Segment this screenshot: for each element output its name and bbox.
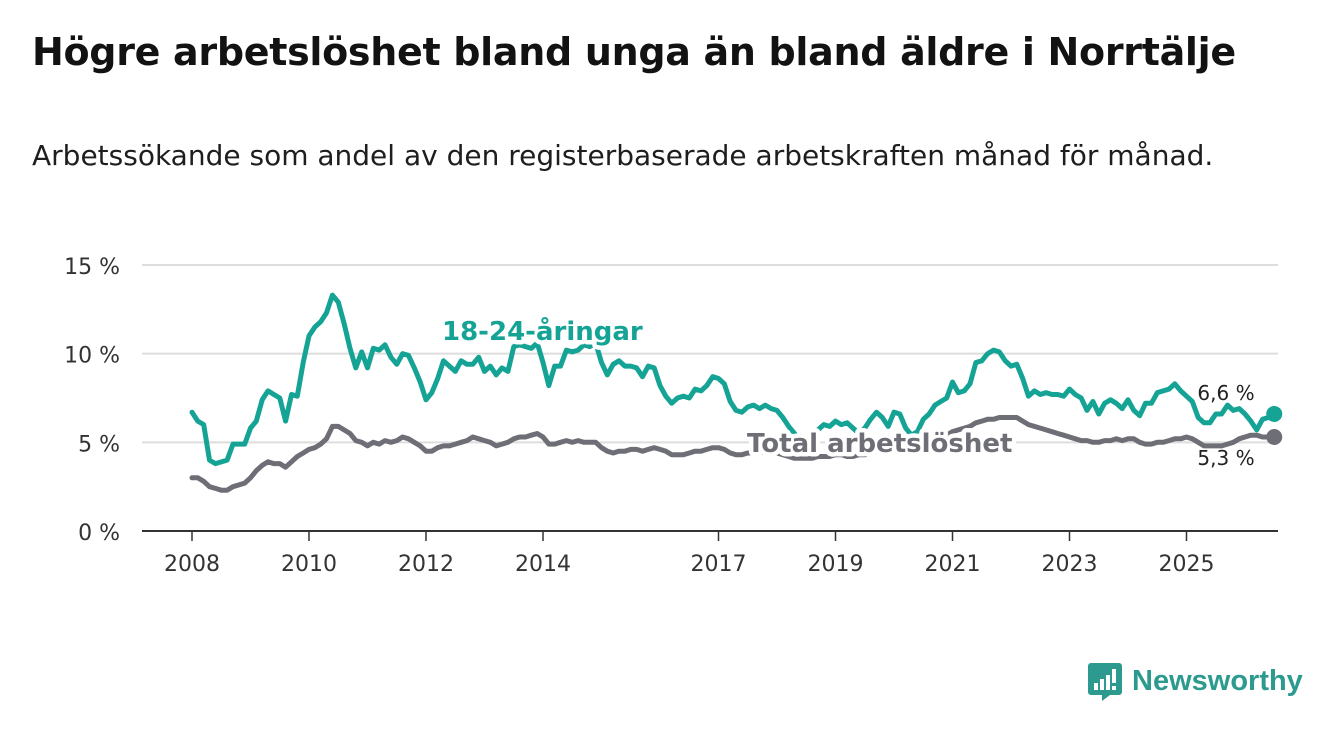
x-tick-label: 2008	[164, 552, 220, 577]
gridlines	[142, 264, 1278, 444]
axes: 0 % 5 % 10 % 15 % 2008 2010 2012 2014 2017 2019 20…	[64, 255, 1278, 577]
x-tick-label: 2017	[691, 552, 747, 577]
series-line-total	[189, 415, 1277, 493]
x-tick-label: 2012	[398, 552, 454, 577]
x-tick-label: 2023	[1042, 552, 1098, 577]
x-tick-label: 2025	[1159, 552, 1215, 577]
x-tick-label: 2014	[515, 552, 571, 577]
series-line-youth	[189, 292, 1277, 467]
y-tick-label: 10 %	[64, 344, 120, 369]
series-label-youth: 18-24-åringar	[442, 315, 643, 347]
x-tick-label: 2010	[281, 552, 337, 577]
brand-name: Newsworthy	[1132, 664, 1303, 697]
series	[189, 292, 1283, 493]
chart-subtitle: Arbetssökande som andel av den registerb…	[32, 139, 1214, 172]
x-tick-label: 2021	[925, 552, 981, 577]
y-tick-label: 0 %	[78, 521, 120, 546]
y-tick-label: 5 %	[78, 432, 120, 457]
labels: 18-24-åringar Total arbetslöshet 6,6 % 5,3 …	[438, 311, 1255, 471]
series-end-dot-youth	[1266, 405, 1283, 422]
brand-logo: Newsworthy	[1088, 660, 1303, 702]
series-end-dot-total	[1266, 429, 1283, 446]
x-tick-label: 2019	[808, 552, 864, 577]
end-value-total: 5,3 %	[1197, 446, 1254, 470]
newsworthy-icon	[1088, 663, 1122, 701]
end-value-youth: 6,6 %	[1197, 381, 1254, 405]
y-tick-label: 15 %	[64, 255, 120, 280]
chart-title: Högre arbetslöshet bland unga än bland ä…	[32, 30, 1236, 74]
series-label-total: Total arbetslöshet	[747, 429, 1012, 459]
